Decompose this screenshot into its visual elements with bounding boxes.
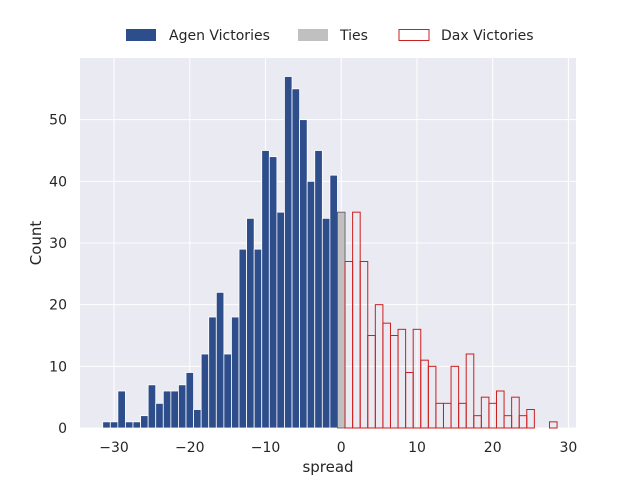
y-tick-label: 20 — [49, 298, 67, 314]
bar-agen — [155, 402, 164, 429]
bar-agen — [321, 217, 331, 429]
legend: Agen Victories Ties Dax Victories — [126, 28, 534, 44]
x-tick-label: 10 — [408, 440, 426, 456]
legend-swatch-ties — [298, 29, 328, 41]
bar-agen — [170, 390, 179, 429]
bar-dax — [465, 353, 475, 429]
bar-dax — [548, 421, 558, 429]
bar-agen — [178, 384, 187, 429]
y-tick-label: 30 — [49, 236, 67, 252]
bar-agen — [208, 316, 217, 429]
y-tick-label: 0 — [58, 421, 67, 437]
bar-agen — [299, 119, 308, 429]
bar-agen — [306, 180, 316, 429]
legend-label-dax: Dax Victories — [441, 28, 534, 44]
bar-dax — [495, 390, 505, 429]
legend-swatch-dax — [398, 29, 430, 41]
bar-agen — [140, 415, 149, 429]
x-tick-label: 20 — [484, 440, 502, 456]
bar-agen — [109, 421, 119, 429]
bar-agen — [231, 316, 240, 429]
x-tick-label: −10 — [251, 440, 281, 456]
bar-agen — [117, 390, 126, 429]
bar-agen — [200, 353, 210, 429]
bar-agen — [253, 248, 263, 429]
x-axis-label: spread — [302, 458, 353, 476]
bar-agen — [246, 217, 255, 429]
x-tick-labels: −30 −20 −10 0 10 20 30 — [99, 440, 577, 456]
bar-agen — [125, 421, 134, 429]
bar-agen — [261, 150, 270, 429]
bars — [102, 76, 558, 429]
x-tick-label: −30 — [99, 440, 129, 456]
bar-agen — [291, 88, 301, 429]
bar-agen — [162, 390, 172, 429]
bar-agen — [268, 156, 278, 429]
bar-agen — [284, 76, 293, 429]
bar-agen — [132, 421, 141, 429]
bar-agen — [147, 384, 157, 429]
bar-dax — [450, 365, 460, 429]
y-tick-labels: 0 10 20 30 40 50 — [49, 113, 67, 437]
bar-agen — [102, 421, 111, 429]
bar-agen — [193, 409, 202, 429]
legend-swatch-agen — [126, 29, 156, 41]
bar-agen — [314, 150, 323, 429]
legend-label-ties: Ties — [339, 28, 368, 44]
bar-agen — [276, 211, 285, 429]
bar-agen — [238, 248, 247, 429]
bar-dax — [526, 409, 535, 429]
bar-agen — [329, 174, 338, 429]
y-tick-label: 50 — [49, 113, 67, 129]
y-tick-label: 40 — [49, 174, 67, 190]
bar-dax — [511, 396, 520, 429]
y-tick-label: 10 — [49, 359, 67, 375]
y-axis-label: Count — [27, 221, 45, 266]
bar-dax — [427, 365, 437, 429]
x-tick-label: −20 — [175, 440, 205, 456]
x-tick-label: 0 — [337, 440, 346, 456]
legend-label-agen: Agen Victories — [169, 28, 270, 44]
bar-ties — [337, 211, 346, 429]
bar-agen — [185, 372, 194, 429]
bar-agen — [215, 291, 225, 429]
bar-agen — [223, 353, 232, 429]
x-tick-label: 30 — [560, 440, 578, 456]
